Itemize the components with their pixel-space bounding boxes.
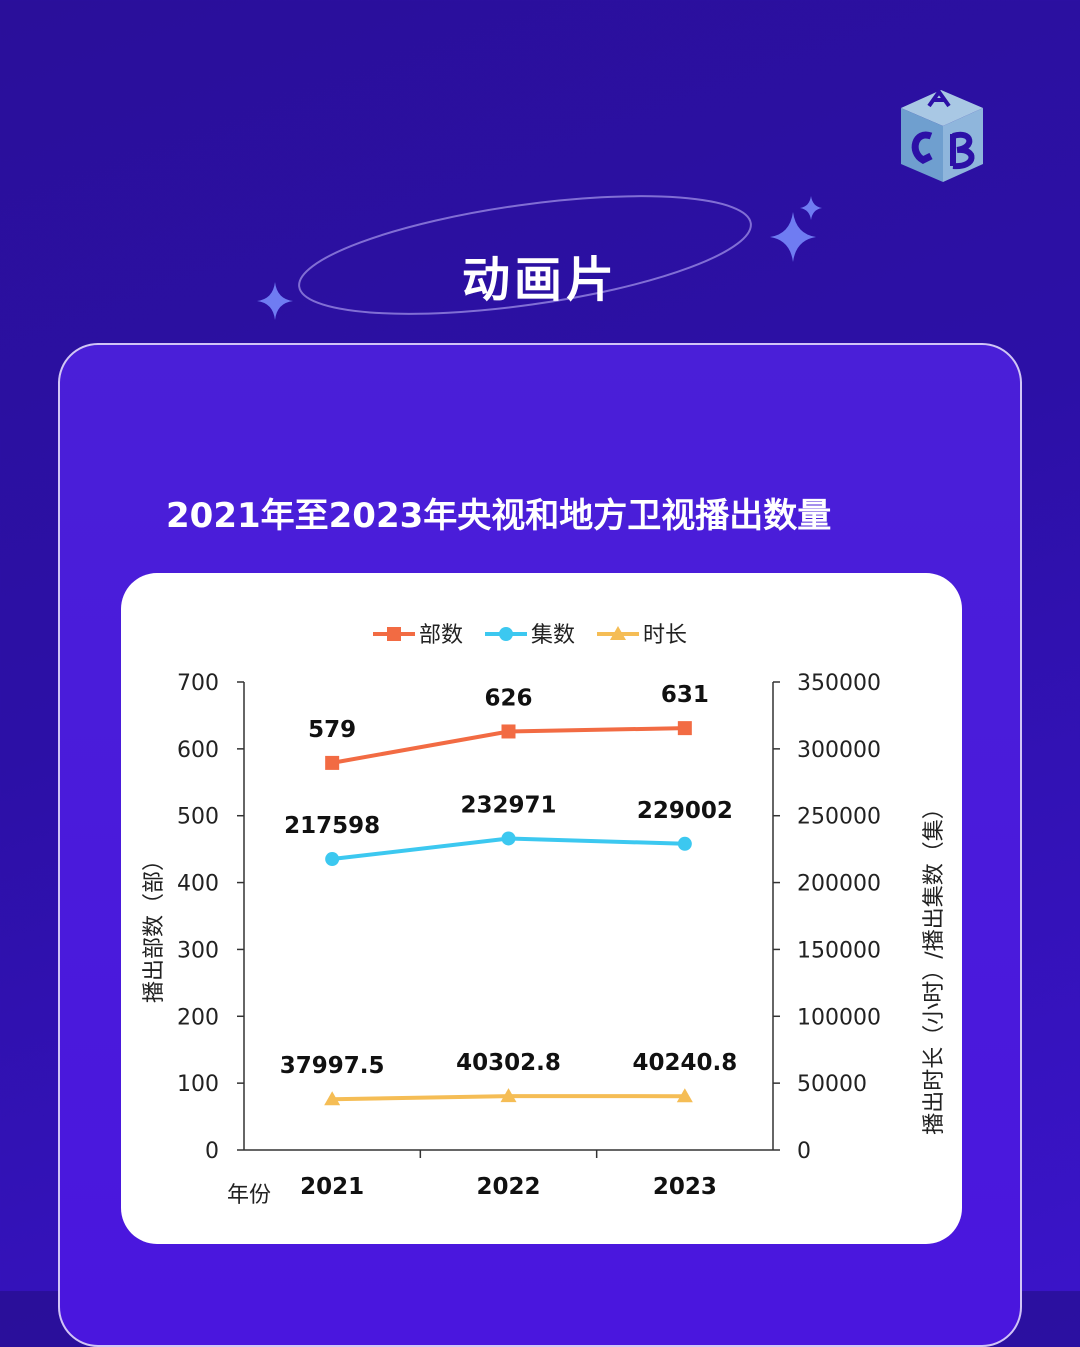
data-point-1 bbox=[677, 836, 692, 851]
data-point-0 bbox=[501, 724, 516, 739]
sparkle-icon bbox=[800, 196, 822, 220]
data-label-0: 631 bbox=[661, 682, 709, 708]
data-point-0 bbox=[325, 755, 340, 770]
chart-title: 2021年至2023年央视和地方卫视播出数量 bbox=[166, 496, 832, 536]
right-tick-label: 300000 bbox=[797, 738, 881, 763]
x-tick-label: 2021 bbox=[300, 1174, 364, 1200]
data-label-2: 37997.5 bbox=[280, 1053, 385, 1079]
legend-label-1: 集数 bbox=[531, 623, 575, 648]
right-tick-label: 150000 bbox=[797, 938, 881, 963]
left-tick-label: 600 bbox=[177, 738, 219, 763]
x-tick-label: 2022 bbox=[476, 1174, 540, 1200]
data-point-2 bbox=[676, 1088, 693, 1103]
left-tick-label: 200 bbox=[177, 1005, 219, 1030]
legend-marker-1 bbox=[499, 627, 513, 641]
left-tick-label: 700 bbox=[177, 671, 219, 696]
data-label-2: 40302.8 bbox=[456, 1050, 561, 1076]
data-label-1: 217598 bbox=[284, 813, 380, 839]
right-tick-label: 100000 bbox=[797, 1005, 881, 1030]
right-axis-title: 播出时长（小时）/播出集数（集） bbox=[922, 797, 947, 1134]
data-point-1 bbox=[325, 852, 340, 867]
left-tick-label: 0 bbox=[205, 1139, 219, 1164]
right-tick-label: 50000 bbox=[797, 1072, 867, 1097]
left-tick-label: 100 bbox=[177, 1072, 219, 1097]
legend-label-0: 部数 bbox=[419, 623, 463, 648]
data-point-0 bbox=[677, 721, 692, 736]
left-tick-label: 500 bbox=[177, 805, 219, 830]
data-point-2 bbox=[500, 1088, 517, 1103]
data-label-0: 626 bbox=[484, 685, 532, 711]
data-point-2 bbox=[324, 1091, 341, 1106]
data-label-1: 229002 bbox=[637, 798, 733, 824]
right-tick-label: 350000 bbox=[797, 671, 881, 696]
data-point-1 bbox=[501, 831, 516, 846]
x-tick-label: 2023 bbox=[653, 1174, 717, 1200]
legend-marker-0 bbox=[387, 627, 401, 641]
x-axis-title: 年份 bbox=[227, 1183, 271, 1208]
right-tick-label: 200000 bbox=[797, 872, 881, 897]
sparkle-icon bbox=[770, 212, 816, 262]
data-label-1: 232971 bbox=[460, 792, 556, 818]
line-chart: 0 100 200 300 400 500 600 700 0 50000 100000 150000… bbox=[142, 623, 947, 1208]
right-tick-label: 250000 bbox=[797, 805, 881, 830]
left-axis-title: 播出部数（部） bbox=[142, 849, 167, 1003]
legend-label-2: 时长 bbox=[643, 623, 687, 648]
right-tick-label: 0 bbox=[797, 1139, 811, 1164]
page-title: 动画片 bbox=[461, 252, 618, 308]
chart-card bbox=[121, 573, 962, 1244]
decorative-ring bbox=[298, 195, 752, 315]
data-label-0: 579 bbox=[308, 717, 356, 743]
left-tick-label: 300 bbox=[177, 938, 219, 963]
sparkle-icon bbox=[257, 282, 293, 320]
legend-marker-2 bbox=[610, 626, 626, 640]
data-label-2: 40240.8 bbox=[632, 1050, 737, 1076]
left-tick-label: 400 bbox=[177, 872, 219, 897]
brand-logo bbox=[901, 88, 983, 182]
